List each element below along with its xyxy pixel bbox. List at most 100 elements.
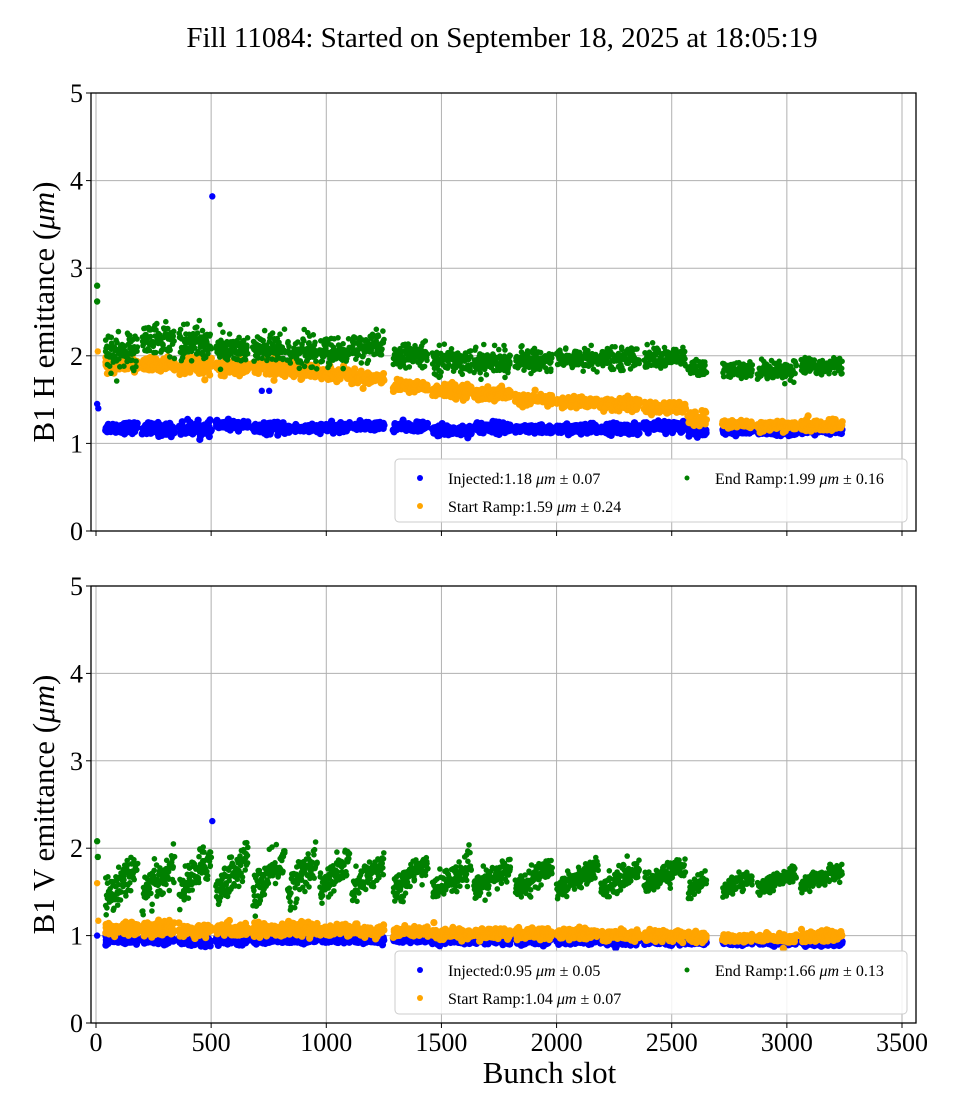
data-point — [378, 352, 385, 358]
data-point — [496, 346, 502, 353]
data-point — [519, 343, 525, 349]
data-point — [340, 341, 346, 347]
data-point — [194, 324, 200, 330]
data-point — [380, 328, 386, 334]
data-point — [804, 412, 812, 420]
outlier-point — [95, 405, 102, 412]
data-point — [478, 376, 484, 383]
scatter-points — [93, 193, 846, 444]
data-point — [121, 363, 127, 370]
data-point — [196, 317, 203, 324]
data-point — [205, 350, 211, 357]
data-point — [167, 347, 173, 353]
data-point — [206, 371, 214, 379]
data-point — [207, 426, 215, 434]
data-point — [220, 329, 226, 336]
outlier-point — [209, 193, 216, 200]
data-point — [580, 368, 586, 375]
data-point — [171, 328, 177, 335]
data-point — [563, 345, 569, 351]
data-point — [301, 363, 308, 370]
data-point — [208, 345, 215, 352]
data-point — [422, 338, 429, 344]
outlier-point — [94, 348, 102, 355]
data-point — [588, 342, 594, 349]
data-point — [375, 333, 382, 340]
data-point — [244, 418, 252, 426]
data-point — [277, 331, 283, 338]
data-point — [154, 320, 160, 327]
data-point — [548, 366, 554, 372]
data-point — [358, 360, 365, 366]
data-point — [261, 327, 268, 334]
data-point — [244, 350, 251, 357]
data-point — [612, 344, 618, 350]
data-point — [163, 318, 169, 325]
data-point — [436, 342, 443, 349]
data-point — [381, 336, 387, 343]
data-point — [206, 416, 214, 424]
data-point — [682, 356, 688, 362]
data-point — [153, 349, 159, 356]
data-point — [170, 427, 178, 435]
data-point — [340, 365, 347, 372]
data-point — [160, 341, 166, 348]
data-point — [424, 351, 431, 358]
data-point — [115, 328, 122, 335]
data-point — [217, 321, 223, 328]
data-point — [244, 344, 250, 351]
data-point — [188, 358, 195, 364]
data-point — [459, 371, 466, 378]
outlier-point — [258, 387, 266, 395]
data-point — [406, 364, 413, 370]
data-point — [620, 367, 626, 374]
data-point — [610, 366, 617, 373]
data-point — [649, 340, 656, 346]
data-point — [134, 344, 141, 350]
data-point — [483, 371, 490, 378]
data-point — [217, 366, 224, 373]
data-point — [373, 326, 380, 333]
data-point — [702, 408, 710, 416]
data-point — [502, 374, 508, 381]
data-point — [226, 331, 233, 337]
data-point — [636, 360, 642, 367]
data-point — [133, 419, 141, 427]
data-point — [424, 357, 430, 364]
data-point — [133, 358, 139, 365]
series-injected — [93, 193, 846, 444]
data-point — [537, 349, 544, 356]
figure-title: Fill 11084: Started on September 18, 202… — [186, 22, 818, 54]
data-point — [473, 344, 479, 351]
data-point — [177, 326, 184, 333]
data-point — [594, 369, 600, 375]
data-point — [207, 331, 213, 338]
data-point — [194, 416, 202, 424]
data-point — [634, 346, 640, 352]
data-point — [379, 370, 388, 378]
data-point — [423, 419, 432, 428]
data-point — [312, 339, 318, 346]
data-point — [838, 418, 846, 426]
data-point — [133, 363, 139, 370]
data-point — [681, 348, 688, 355]
outlier-point — [265, 387, 273, 395]
data-point — [380, 421, 388, 429]
data-point — [108, 370, 114, 377]
data-point — [286, 343, 292, 350]
data-point — [365, 357, 372, 364]
data-point — [113, 378, 120, 384]
data-point — [310, 332, 317, 338]
data-point — [702, 416, 711, 424]
data-point — [184, 321, 190, 327]
data-point — [244, 335, 251, 341]
data-point — [287, 360, 294, 366]
data-point — [301, 338, 307, 344]
data-point — [441, 341, 448, 348]
data-point — [481, 341, 487, 348]
data-point — [507, 352, 513, 359]
data-point — [269, 330, 276, 336]
data-point — [702, 429, 710, 437]
data-point — [379, 346, 385, 352]
